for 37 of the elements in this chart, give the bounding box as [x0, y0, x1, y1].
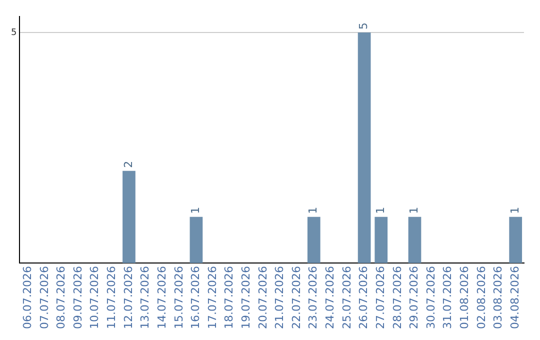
x-tick-label: 08.07.2026: [54, 266, 68, 330]
x-tick-label: 25.07.2026: [340, 266, 354, 330]
x-tick-label: 18.07.2026: [222, 266, 236, 330]
x-tick-label: 11.07.2026: [105, 266, 118, 330]
x-tick-label: 01.08.2026: [458, 266, 472, 330]
x-tick-label: 13.07.2026: [138, 266, 152, 330]
x-tick-label: 04.08.2026: [508, 266, 522, 330]
data-label: 1: [508, 206, 522, 214]
x-tick-label: 06.07.2026: [20, 266, 34, 330]
data-label: 1: [374, 206, 387, 214]
x-tick-label: 23.07.2026: [306, 266, 320, 330]
data-label: 1: [408, 206, 421, 214]
x-tick-label: 27.07.2026: [374, 266, 387, 330]
x-tick-label: 12.07.2026: [122, 266, 135, 330]
data-label: 1: [306, 206, 320, 214]
x-tick-label: 30.07.2026: [424, 266, 438, 330]
x-tick-label: 31.07.2026: [441, 266, 454, 330]
data-label: 1: [189, 206, 202, 214]
x-tick-label: 07.07.2026: [38, 266, 51, 330]
x-tick-label: 29.07.2026: [408, 266, 421, 330]
x-tick-label: 15.07.2026: [172, 266, 186, 330]
x-tick-label: 03.08.2026: [492, 266, 505, 330]
x-tick-label: 17.07.2026: [206, 266, 219, 330]
x-tick-label: 10.07.2026: [88, 266, 102, 330]
x-tick-label: 20.07.2026: [256, 266, 270, 330]
x-tick-label: 26.07.2026: [357, 266, 370, 330]
x-tick-label: 21.07.2026: [273, 266, 286, 330]
data-label: 2: [122, 160, 135, 168]
x-tick-label: 02.08.2026: [474, 266, 488, 330]
x-tick-label: 24.07.2026: [324, 266, 337, 330]
x-tick-label: 28.07.2026: [390, 266, 404, 330]
x-tick-label: 16.07.2026: [189, 266, 202, 330]
data-label: 5: [357, 22, 370, 30]
x-tick-label: 19.07.2026: [240, 266, 253, 330]
x-tick-label: 09.07.2026: [71, 266, 84, 330]
x-tick-label: 22.07.2026: [290, 266, 303, 330]
x-tick-label: 14.07.2026: [155, 266, 168, 330]
